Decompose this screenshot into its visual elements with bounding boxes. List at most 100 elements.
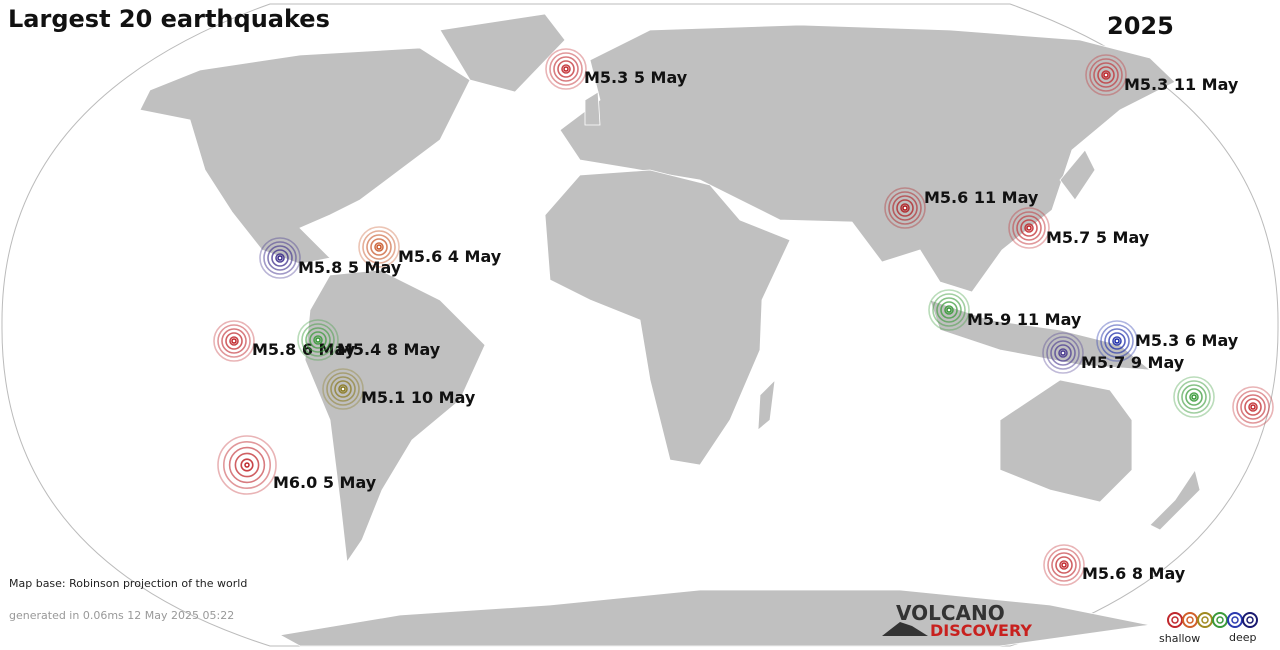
quake-ring <box>240 458 254 472</box>
quake-label: M5.7 9 May <box>1081 353 1185 372</box>
quake-marker <box>358 226 400 268</box>
legend-deep: deep <box>1229 631 1257 644</box>
quake-ring <box>1047 548 1081 582</box>
legend-ring <box>1167 612 1183 628</box>
legend-ring <box>1227 612 1243 628</box>
quake-label: M5.9 11 May <box>967 310 1082 329</box>
quake-ring <box>259 237 301 279</box>
quake-ring <box>1051 552 1077 578</box>
quake-marker <box>1008 207 1050 249</box>
quake-marker <box>322 368 364 410</box>
quake-ring <box>900 203 910 213</box>
quake-ring <box>267 245 293 271</box>
quake-label: M6.0 5 May <box>273 473 377 492</box>
quake-ring <box>366 234 392 260</box>
quake-ring <box>896 199 914 217</box>
quake-ring <box>1100 324 1134 358</box>
legend-ring <box>1201 616 1209 624</box>
quake-marker <box>217 435 277 495</box>
quake-ring <box>309 331 327 349</box>
quake-center <box>1250 404 1256 410</box>
quake-ring <box>234 452 260 478</box>
quake-center <box>277 255 283 261</box>
quake-ring <box>1059 560 1069 570</box>
legend-ring <box>1231 616 1239 624</box>
legend-ring <box>1246 616 1254 624</box>
quake-ring <box>313 335 323 345</box>
quake-ring <box>884 187 926 229</box>
quake-ring <box>263 241 297 275</box>
quake-center <box>1026 225 1032 231</box>
quake-marker <box>1043 544 1085 586</box>
quake-ring <box>1089 58 1123 92</box>
quake-ring <box>1008 207 1050 249</box>
quake-ring <box>322 368 364 410</box>
quake-ring <box>1096 320 1138 362</box>
logo-bottom: DISCOVERY <box>930 621 1032 640</box>
logo-top: VOLCANO <box>896 601 1005 625</box>
quake-ring <box>928 289 970 331</box>
quake-ring <box>297 319 339 361</box>
legend-ring <box>1186 616 1194 624</box>
generated: generated in 0.06ms 12 May 2025 05:22 <box>9 609 234 622</box>
legend-ring <box>1197 612 1213 628</box>
quake-ring <box>1097 66 1115 84</box>
quake-ring <box>1240 394 1266 420</box>
quake-ring <box>1020 219 1038 237</box>
legend-shallow: shallow <box>1159 632 1200 645</box>
quake-ring <box>334 380 352 398</box>
quake-label: M5.4 8 May <box>337 340 441 359</box>
quake-label: M5.6 4 May <box>398 247 502 266</box>
quake-marker <box>1232 386 1274 428</box>
quake-label: M5.3 5 May <box>584 68 688 87</box>
quake-ring <box>275 253 285 263</box>
quake-marker <box>1085 54 1127 96</box>
quake-ring <box>225 332 243 350</box>
year: 2025 <box>1107 12 1174 40</box>
quake-ring <box>305 327 331 353</box>
quake-ring <box>1024 223 1034 233</box>
quake-marker <box>545 48 587 90</box>
quake-ring <box>1173 376 1215 418</box>
legend <box>1167 612 1258 628</box>
quake-ring <box>1181 384 1207 410</box>
title: Largest 20 earthquakes <box>8 5 330 33</box>
quake-ring <box>228 446 266 484</box>
quake-marker <box>213 320 255 362</box>
quake-ring <box>1055 556 1073 574</box>
quake-center <box>1114 338 1120 344</box>
quake-center <box>376 244 382 250</box>
quake-ring <box>271 249 289 267</box>
quake-marker <box>884 187 926 229</box>
quake-ring <box>223 440 272 489</box>
quake-center <box>1061 562 1067 568</box>
quake-ring <box>358 226 400 268</box>
quake-ring <box>301 323 335 357</box>
quake-ring <box>1050 340 1076 366</box>
quake-ring <box>1248 402 1258 412</box>
legend-ring <box>1242 612 1258 628</box>
quake-ring <box>1244 398 1262 416</box>
quake-marker <box>259 237 301 279</box>
quake-ring <box>1177 380 1211 414</box>
legend-ring <box>1216 616 1224 624</box>
quake-center <box>231 338 237 344</box>
quake-ring <box>1189 392 1199 402</box>
quake-center <box>1060 350 1066 356</box>
quake-ring <box>545 48 587 90</box>
quake-ring <box>1042 332 1084 374</box>
quake-ring <box>1085 54 1127 96</box>
quake-ring <box>213 320 255 362</box>
quake-label: M5.7 5 May <box>1046 228 1150 247</box>
quake-marker <box>928 289 970 331</box>
quake-ring <box>936 297 962 323</box>
quake-label: M5.1 10 May <box>361 388 476 407</box>
quake-label: M5.3 6 May <box>1135 331 1239 350</box>
quake-ring <box>561 64 571 74</box>
quake-ring <box>888 191 922 225</box>
quake-center <box>1191 394 1197 400</box>
quakes: M5.3 5 May M5.3 11 May M5.6 11 May M5.7 5 M… <box>213 48 1274 586</box>
quake-ring <box>330 376 356 402</box>
